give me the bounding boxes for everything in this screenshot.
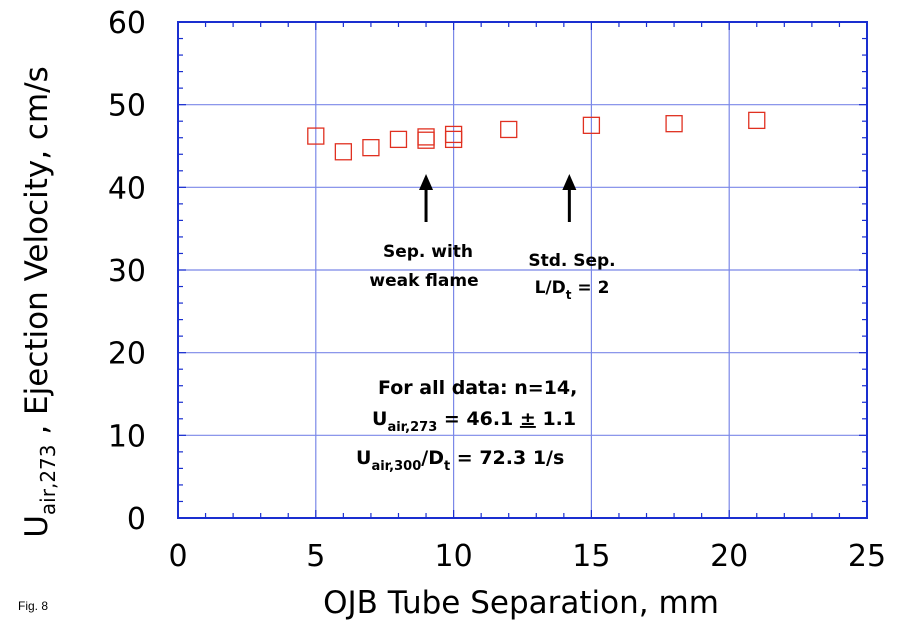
y-tick-label: 10 bbox=[108, 419, 146, 454]
y-tick-label: 30 bbox=[108, 254, 146, 289]
data-point-square bbox=[362, 139, 380, 157]
y-tick-label: 60 bbox=[108, 6, 146, 41]
data-point-square bbox=[307, 127, 325, 145]
data-point-square bbox=[417, 131, 435, 149]
data-points bbox=[307, 111, 766, 161]
y-axis-title: Uair,273 , Ejection Velocity, cm/s bbox=[19, 66, 60, 538]
stats-line1: For all data: n=14, bbox=[378, 377, 577, 399]
y-tick-label: 0 bbox=[127, 502, 146, 537]
x-tick-label: 10 bbox=[435, 539, 473, 574]
annotation-std-sep-line1: Std. Sep. bbox=[528, 251, 615, 271]
annotation-std-sep-line2: L/Dt = 2 bbox=[535, 278, 610, 302]
x-tick-label: 15 bbox=[572, 539, 610, 574]
x-tick-labels: 0 5 10 15 20 25 bbox=[168, 539, 886, 574]
data-point-square bbox=[389, 130, 408, 149]
y-tick-label: 40 bbox=[108, 171, 146, 206]
y-tick-label: 50 bbox=[108, 89, 146, 124]
x-tick-label: 25 bbox=[848, 539, 886, 574]
arrow-head bbox=[419, 174, 434, 190]
grid-lines bbox=[178, 22, 867, 518]
y-tick-labels: 0 10 20 30 40 50 60 bbox=[108, 6, 146, 537]
x-tick-label: 0 bbox=[168, 539, 187, 574]
data-point-square bbox=[500, 120, 518, 139]
figure-label: Fig. 8 bbox=[18, 599, 49, 613]
data-point-square bbox=[582, 116, 601, 134]
annotation-weak-flame-line2: weak flame bbox=[369, 271, 478, 291]
data-point-square bbox=[748, 111, 766, 130]
data-point-square bbox=[334, 143, 353, 161]
data-point-square bbox=[417, 128, 435, 146]
x-axis-title: OJB Tube Separation, mm bbox=[323, 585, 719, 621]
annotation-weak-flame-line1: Sep. with bbox=[383, 242, 473, 262]
data-point-square bbox=[665, 115, 683, 133]
arrow-head bbox=[562, 174, 577, 190]
stats-line2: Uair,273 = 46.1 ± 1.1 bbox=[372, 408, 576, 435]
plot-frame bbox=[177, 21, 868, 519]
data-point-square bbox=[444, 125, 463, 144]
y-tick-label: 20 bbox=[108, 337, 146, 372]
x-tick-label: 20 bbox=[710, 539, 748, 574]
annotation-arrows bbox=[419, 174, 577, 222]
stats-line3: Uair,300/Dt = 72.3 1/s bbox=[356, 447, 564, 474]
x-tick-label: 5 bbox=[306, 539, 325, 574]
